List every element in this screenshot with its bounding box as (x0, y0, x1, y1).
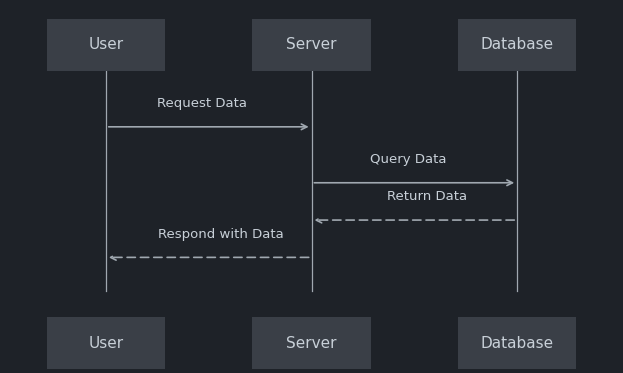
Text: Return Data: Return Data (387, 190, 467, 203)
Text: Server: Server (286, 37, 337, 52)
Text: Respond with Data: Respond with Data (158, 228, 284, 241)
Text: User: User (88, 37, 123, 52)
Bar (252, 317, 371, 369)
Text: Server: Server (286, 336, 337, 351)
Text: Request Data: Request Data (158, 97, 247, 110)
Text: Database: Database (480, 37, 554, 52)
Bar (458, 19, 576, 71)
Bar (458, 317, 576, 369)
Text: Query Data: Query Data (370, 153, 446, 166)
Text: User: User (88, 336, 123, 351)
Bar (47, 19, 165, 71)
Bar (47, 317, 165, 369)
Text: Database: Database (480, 336, 554, 351)
Bar (252, 19, 371, 71)
